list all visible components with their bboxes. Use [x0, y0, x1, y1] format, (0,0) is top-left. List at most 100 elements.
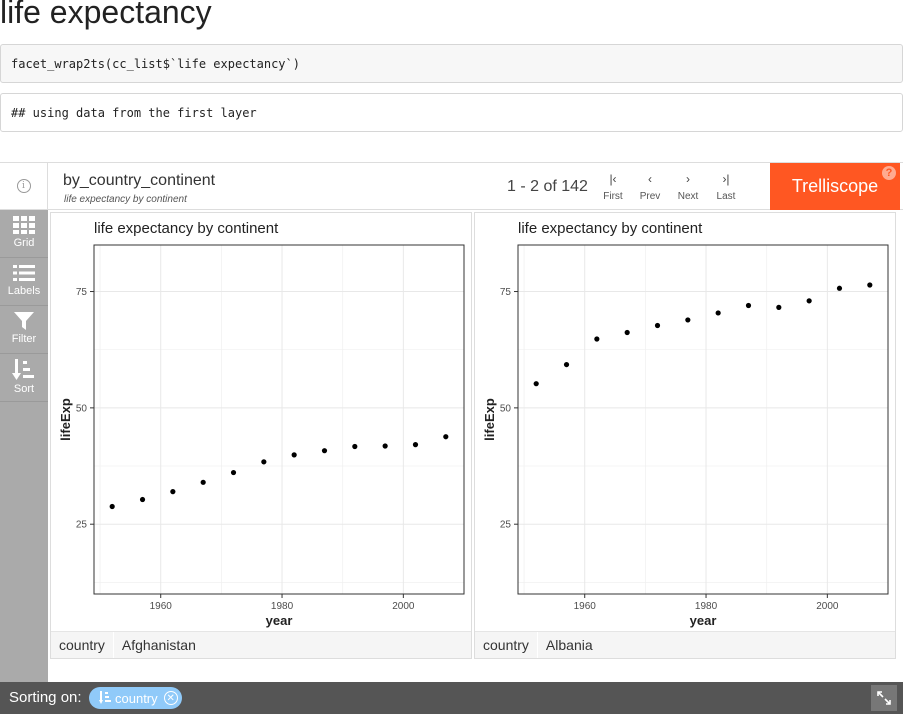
data-point [776, 304, 782, 310]
code-output-block: ## using data from the first layer [0, 93, 903, 132]
data-point [139, 496, 146, 503]
next-page-icon: › [686, 172, 690, 186]
sidebar-item-label: Labels [7, 285, 41, 297]
sidebar-item-sort[interactable]: Sort [0, 354, 48, 402]
data-point [594, 336, 600, 342]
sidebar-item-label: Filter [11, 333, 37, 345]
panel-label-value: Albania [545, 637, 593, 653]
x-tick-label: 1980 [271, 601, 294, 612]
y-tick-label: 75 [76, 287, 88, 298]
x-tick-label: 2000 [816, 601, 839, 612]
first-page-icon: |‹ [609, 172, 617, 186]
panel-label: country Albania [475, 631, 895, 658]
sort-asc-icon [99, 691, 111, 704]
y-tick-label: 25 [76, 520, 88, 531]
plot-border [93, 244, 465, 595]
sidebar-item-filter[interactable]: Filter [0, 306, 48, 354]
fullscreen-button[interactable] [871, 685, 897, 711]
filter-icon [14, 312, 34, 330]
data-point [745, 302, 752, 309]
first-page-label: First [603, 191, 623, 202]
y-tick-label: 50 [76, 403, 88, 414]
pagination-text: 1 - 2 of 142 [507, 178, 588, 195]
chart-title: life expectancy by continent [94, 220, 279, 237]
prev-page-button[interactable]: ‹ Prev [632, 169, 668, 202]
x-tick-label: 1960 [574, 601, 597, 612]
last-page-label: Last [716, 191, 736, 202]
y-axis-label: lifeExp [58, 398, 73, 441]
data-point [563, 361, 570, 368]
x-tick-label: 1980 [695, 601, 718, 612]
remove-sort-icon[interactable]: ✕ [163, 691, 178, 705]
sorting-label: Sorting on: [9, 689, 82, 706]
y-tick-label: 50 [500, 403, 512, 414]
sort-icon [12, 359, 34, 380]
data-point [443, 434, 449, 440]
data-point [685, 317, 691, 323]
first-page-button[interactable]: |‹ First [595, 169, 631, 202]
data-point [382, 443, 388, 449]
y-axis-label: lifeExp [482, 398, 497, 441]
data-point [109, 503, 115, 510]
display-description: life expectancy by continent [64, 194, 187, 205]
sort-chip-label: country [115, 690, 158, 706]
x-tick-label: 2000 [392, 601, 415, 612]
data-point [836, 285, 843, 291]
plot-background [94, 245, 464, 594]
x-tick-label: 1960 [150, 601, 173, 612]
sort-chip[interactable]: country ✕ [89, 687, 182, 709]
chart-title: life expectancy by continent [518, 220, 703, 237]
next-page-label: Next [677, 191, 699, 202]
x-axis-label: year [266, 613, 293, 628]
sidebar-item-labels[interactable]: Labels [0, 258, 48, 306]
footer-bar: Sorting on: country ✕ [0, 682, 903, 714]
next-page-button[interactable]: › Next [670, 169, 706, 202]
plot-background [518, 245, 888, 594]
panel-label: country Afghanistan [51, 631, 471, 658]
data-point [806, 298, 812, 304]
data-point [624, 329, 630, 336]
info-icon: i [16, 179, 31, 193]
data-point [230, 469, 237, 476]
list-icon [13, 265, 35, 281]
data-point [352, 443, 358, 450]
panel-label-value: Afghanistan [121, 637, 196, 653]
sidebar-item-label: Grid [13, 237, 35, 249]
scatter-plot: 1960 1980 2000 25 50 75 life expectancy by con… [58, 220, 465, 628]
help-icon[interactable]: ? [882, 166, 896, 180]
data-point [291, 452, 297, 458]
panel-afghanistan[interactable]: 1960 1980 2000 25 50 75 life expectancy by con… [50, 212, 472, 659]
scatter-plot: 1960 1980 2000 25 50 75 life expectancy by con… [482, 220, 889, 628]
code-input-block: facet_wrap2ts(cc_list$`life expectancy`) [0, 44, 903, 83]
sidebar-item-grid[interactable]: Grid [0, 210, 48, 258]
grid-icon [13, 216, 35, 234]
data-point [261, 459, 267, 465]
info-button[interactable]: i [0, 163, 48, 209]
x-axis-label: year [690, 613, 717, 628]
data-point [321, 448, 328, 454]
panel-grid: 1960 1980 2000 25 50 75 life expectancy by con… [48, 210, 903, 682]
trelliscope-brand[interactable]: Trelliscope ? [770, 163, 900, 210]
prev-page-icon: ‹ [648, 172, 652, 186]
y-tick-label: 75 [500, 287, 512, 298]
page-title: life expectancy [0, 0, 212, 30]
prev-page-label: Prev [639, 191, 661, 202]
plot-border [517, 244, 889, 595]
brand-label: Trelliscope [791, 176, 879, 196]
panel-albania[interactable]: 1960 1980 2000 25 50 75 life expectancy by con… [474, 212, 896, 659]
sidebar-item-label: Sort [13, 383, 35, 395]
y-tick-label: 25 [500, 520, 512, 531]
panel-label-key: country [475, 632, 538, 658]
data-point [867, 282, 873, 288]
data-point [533, 381, 539, 387]
panel-label-key: country [51, 632, 114, 658]
sidebar: Grid Labels Filter Sort [0, 210, 48, 682]
expand-icon [877, 691, 891, 705]
last-page-button[interactable]: ›| Last [708, 169, 744, 202]
last-page-icon: ›| [722, 172, 730, 186]
display-name[interactable]: by_country_continent [63, 172, 216, 189]
data-point [715, 310, 721, 316]
data-point [200, 479, 206, 485]
trelliscope-header: i by_country_continent life expectancy b… [0, 162, 903, 210]
data-point [412, 442, 419, 448]
